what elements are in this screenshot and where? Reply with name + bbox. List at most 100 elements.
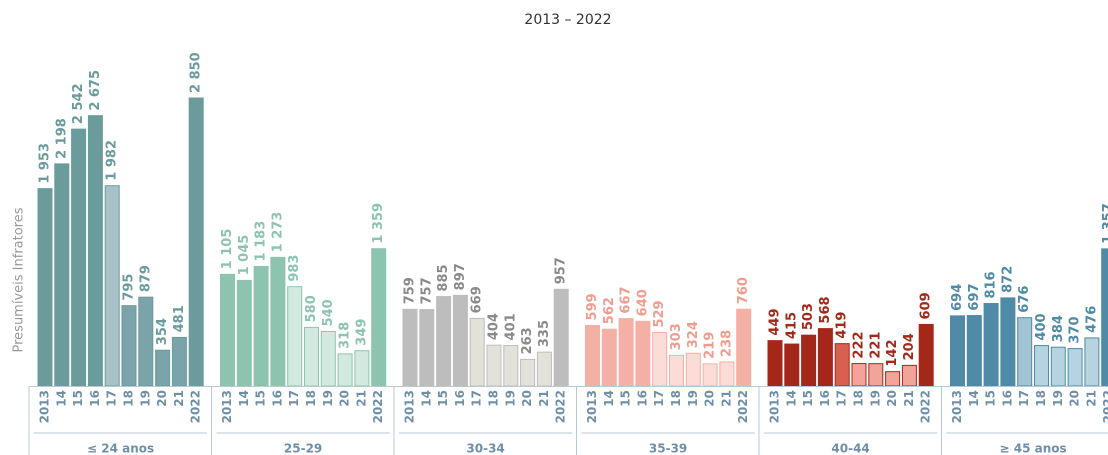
value-label: 879 xyxy=(138,265,153,292)
value-label: 529 xyxy=(652,300,667,327)
bar xyxy=(419,309,435,387)
bar xyxy=(736,308,752,387)
chart-title: 2013 – 2022 xyxy=(524,12,611,28)
value-label: 221 xyxy=(868,332,883,359)
x-tick-label: 2013 xyxy=(220,390,234,423)
bar xyxy=(71,128,87,387)
x-tick-label: 2022 xyxy=(919,390,933,423)
x-tick-label: 14 xyxy=(237,390,251,407)
bar xyxy=(536,351,552,387)
value-label: 503 xyxy=(801,303,816,330)
group-label: 25-29 xyxy=(284,442,322,455)
value-label: 349 xyxy=(354,319,369,346)
value-label: 697 xyxy=(967,283,982,310)
x-tick-label: 15 xyxy=(984,390,998,407)
value-label: 318 xyxy=(338,322,353,349)
group-label: 35-39 xyxy=(649,442,687,455)
bar xyxy=(104,185,120,387)
bar xyxy=(1000,297,1016,387)
x-tick-label: 15 xyxy=(619,390,633,407)
bar xyxy=(138,296,154,387)
bar xyxy=(54,163,70,387)
x-tick-label: 14 xyxy=(54,390,68,407)
value-label: 219 xyxy=(703,332,718,359)
x-tick-label: 17 xyxy=(287,390,301,407)
value-label: 303 xyxy=(669,323,684,350)
value-label: 481 xyxy=(172,305,187,332)
value-label: 204 xyxy=(902,333,917,360)
bar xyxy=(1050,346,1066,387)
value-label: 897 xyxy=(453,263,468,290)
bar xyxy=(553,288,569,387)
bar xyxy=(452,294,468,387)
bar xyxy=(685,352,701,387)
bar xyxy=(37,188,53,387)
value-label: 1 359 xyxy=(371,203,386,244)
bar xyxy=(171,336,187,387)
bar xyxy=(635,320,651,387)
group-label: ≤ 24 anos xyxy=(87,442,154,455)
x-tick-label: 17 xyxy=(1017,390,1031,407)
x-tick-label: 18 xyxy=(304,390,318,407)
bar xyxy=(901,364,917,387)
value-label: 2 850 xyxy=(189,52,204,93)
value-label: 609 xyxy=(919,292,934,319)
value-label: 2 675 xyxy=(88,70,103,111)
bar xyxy=(817,328,833,387)
x-tick-label: 20 xyxy=(885,390,899,407)
value-label: 599 xyxy=(585,293,600,320)
x-tick-label: 2022 xyxy=(736,390,750,423)
value-label: 419 xyxy=(835,312,850,339)
value-label: 676 xyxy=(1017,286,1032,313)
value-label: 1 105 xyxy=(220,229,235,270)
x-tick-label: 19 xyxy=(1051,390,1065,407)
bar xyxy=(652,332,668,387)
bar xyxy=(371,248,387,387)
x-tick-label: 18 xyxy=(852,390,866,407)
value-label: 384 xyxy=(1051,315,1066,342)
value-label: 816 xyxy=(984,271,999,298)
value-label: 694 xyxy=(950,284,965,311)
x-tick-label: 16 xyxy=(453,390,467,407)
x-tick-label: 2022 xyxy=(189,390,203,423)
bar xyxy=(287,286,303,387)
x-tick-label: 2013 xyxy=(950,390,964,423)
value-label: 1 273 xyxy=(270,212,285,253)
group-label: 30-34 xyxy=(466,442,504,455)
x-tick-label: 15 xyxy=(436,390,450,407)
x-tick-label: 15 xyxy=(71,390,85,407)
bar xyxy=(767,340,783,387)
bar xyxy=(1067,348,1083,387)
value-label: 142 xyxy=(885,340,900,367)
value-label: 449 xyxy=(768,308,783,335)
value-label: 885 xyxy=(436,264,451,291)
value-label: 983 xyxy=(287,255,302,282)
bar xyxy=(918,323,934,387)
x-tick-label: 16 xyxy=(635,390,649,407)
bar xyxy=(520,358,536,387)
y-axis-label: Presumíveis Infratores xyxy=(12,207,27,352)
x-tick-label: 18 xyxy=(669,390,683,407)
x-tick-label: 20 xyxy=(1068,390,1082,407)
value-label: 669 xyxy=(470,286,485,313)
bar xyxy=(304,326,319,387)
x-tick-label: 18 xyxy=(1034,390,1048,407)
value-label: 400 xyxy=(1034,313,1049,340)
value-label: 401 xyxy=(503,313,518,340)
x-tick-label: 14 xyxy=(419,390,433,407)
x-tick-label: 19 xyxy=(686,390,700,407)
group-label: 40-44 xyxy=(831,442,869,455)
bar xyxy=(618,318,634,387)
bar xyxy=(868,363,884,387)
value-label: 1 045 xyxy=(237,235,252,276)
x-tick-label: 21 xyxy=(1084,390,1098,407)
value-label: 335 xyxy=(537,320,552,347)
bar xyxy=(1017,317,1033,387)
bar xyxy=(220,273,235,387)
bar xyxy=(983,303,999,387)
bar xyxy=(1101,248,1108,387)
x-tick-label: 18 xyxy=(122,390,136,407)
x-tick-label: 2013 xyxy=(403,390,417,423)
bar xyxy=(950,315,965,387)
